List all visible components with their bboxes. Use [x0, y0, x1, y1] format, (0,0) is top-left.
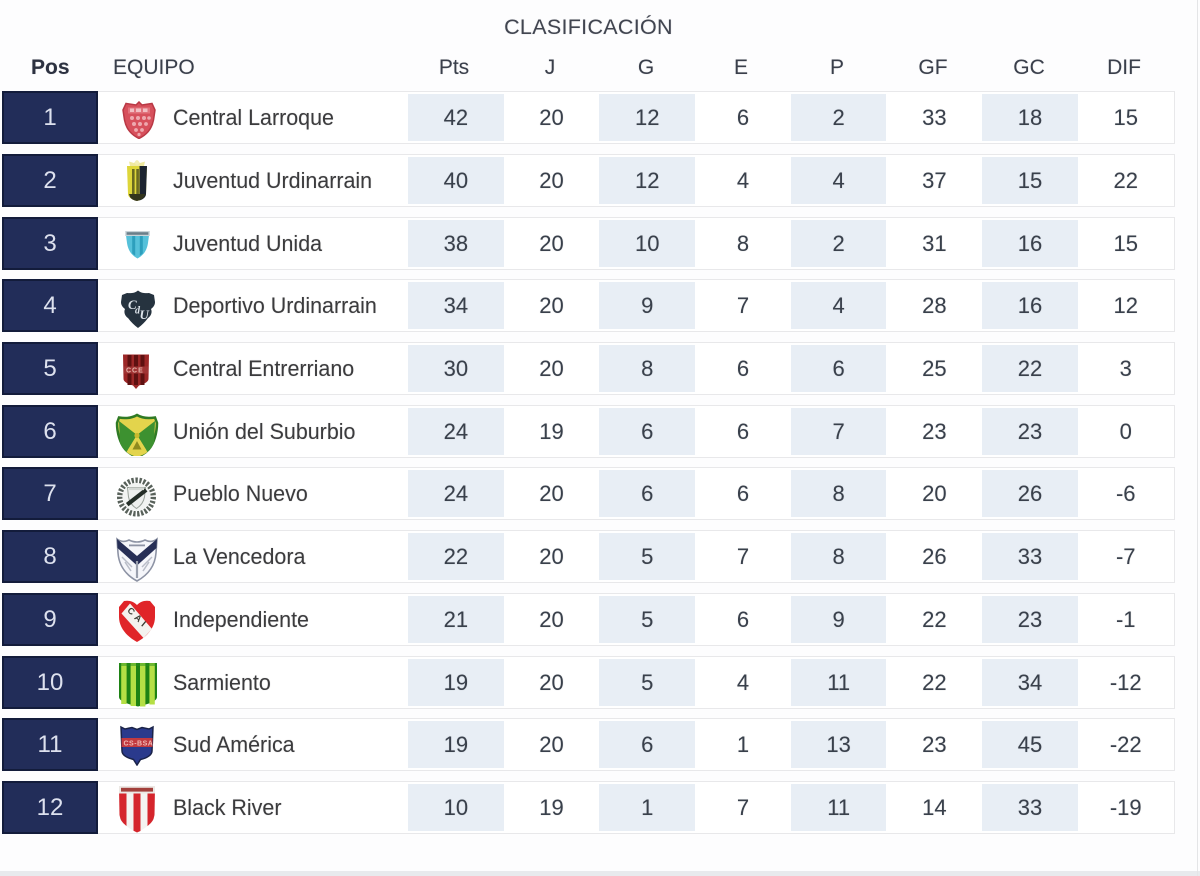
- svg-text:U: U: [140, 307, 150, 322]
- svg-text:C: C: [128, 297, 137, 312]
- svg-text:I: I: [139, 619, 147, 628]
- svg-text:C: C: [125, 605, 137, 617]
- svg-text:A: A: [132, 612, 144, 624]
- svg-text:CCE: CCE: [126, 368, 144, 375]
- svg-text:CS-BSA: CS-BSA: [124, 741, 154, 748]
- svg-text:d: d: [135, 306, 141, 317]
